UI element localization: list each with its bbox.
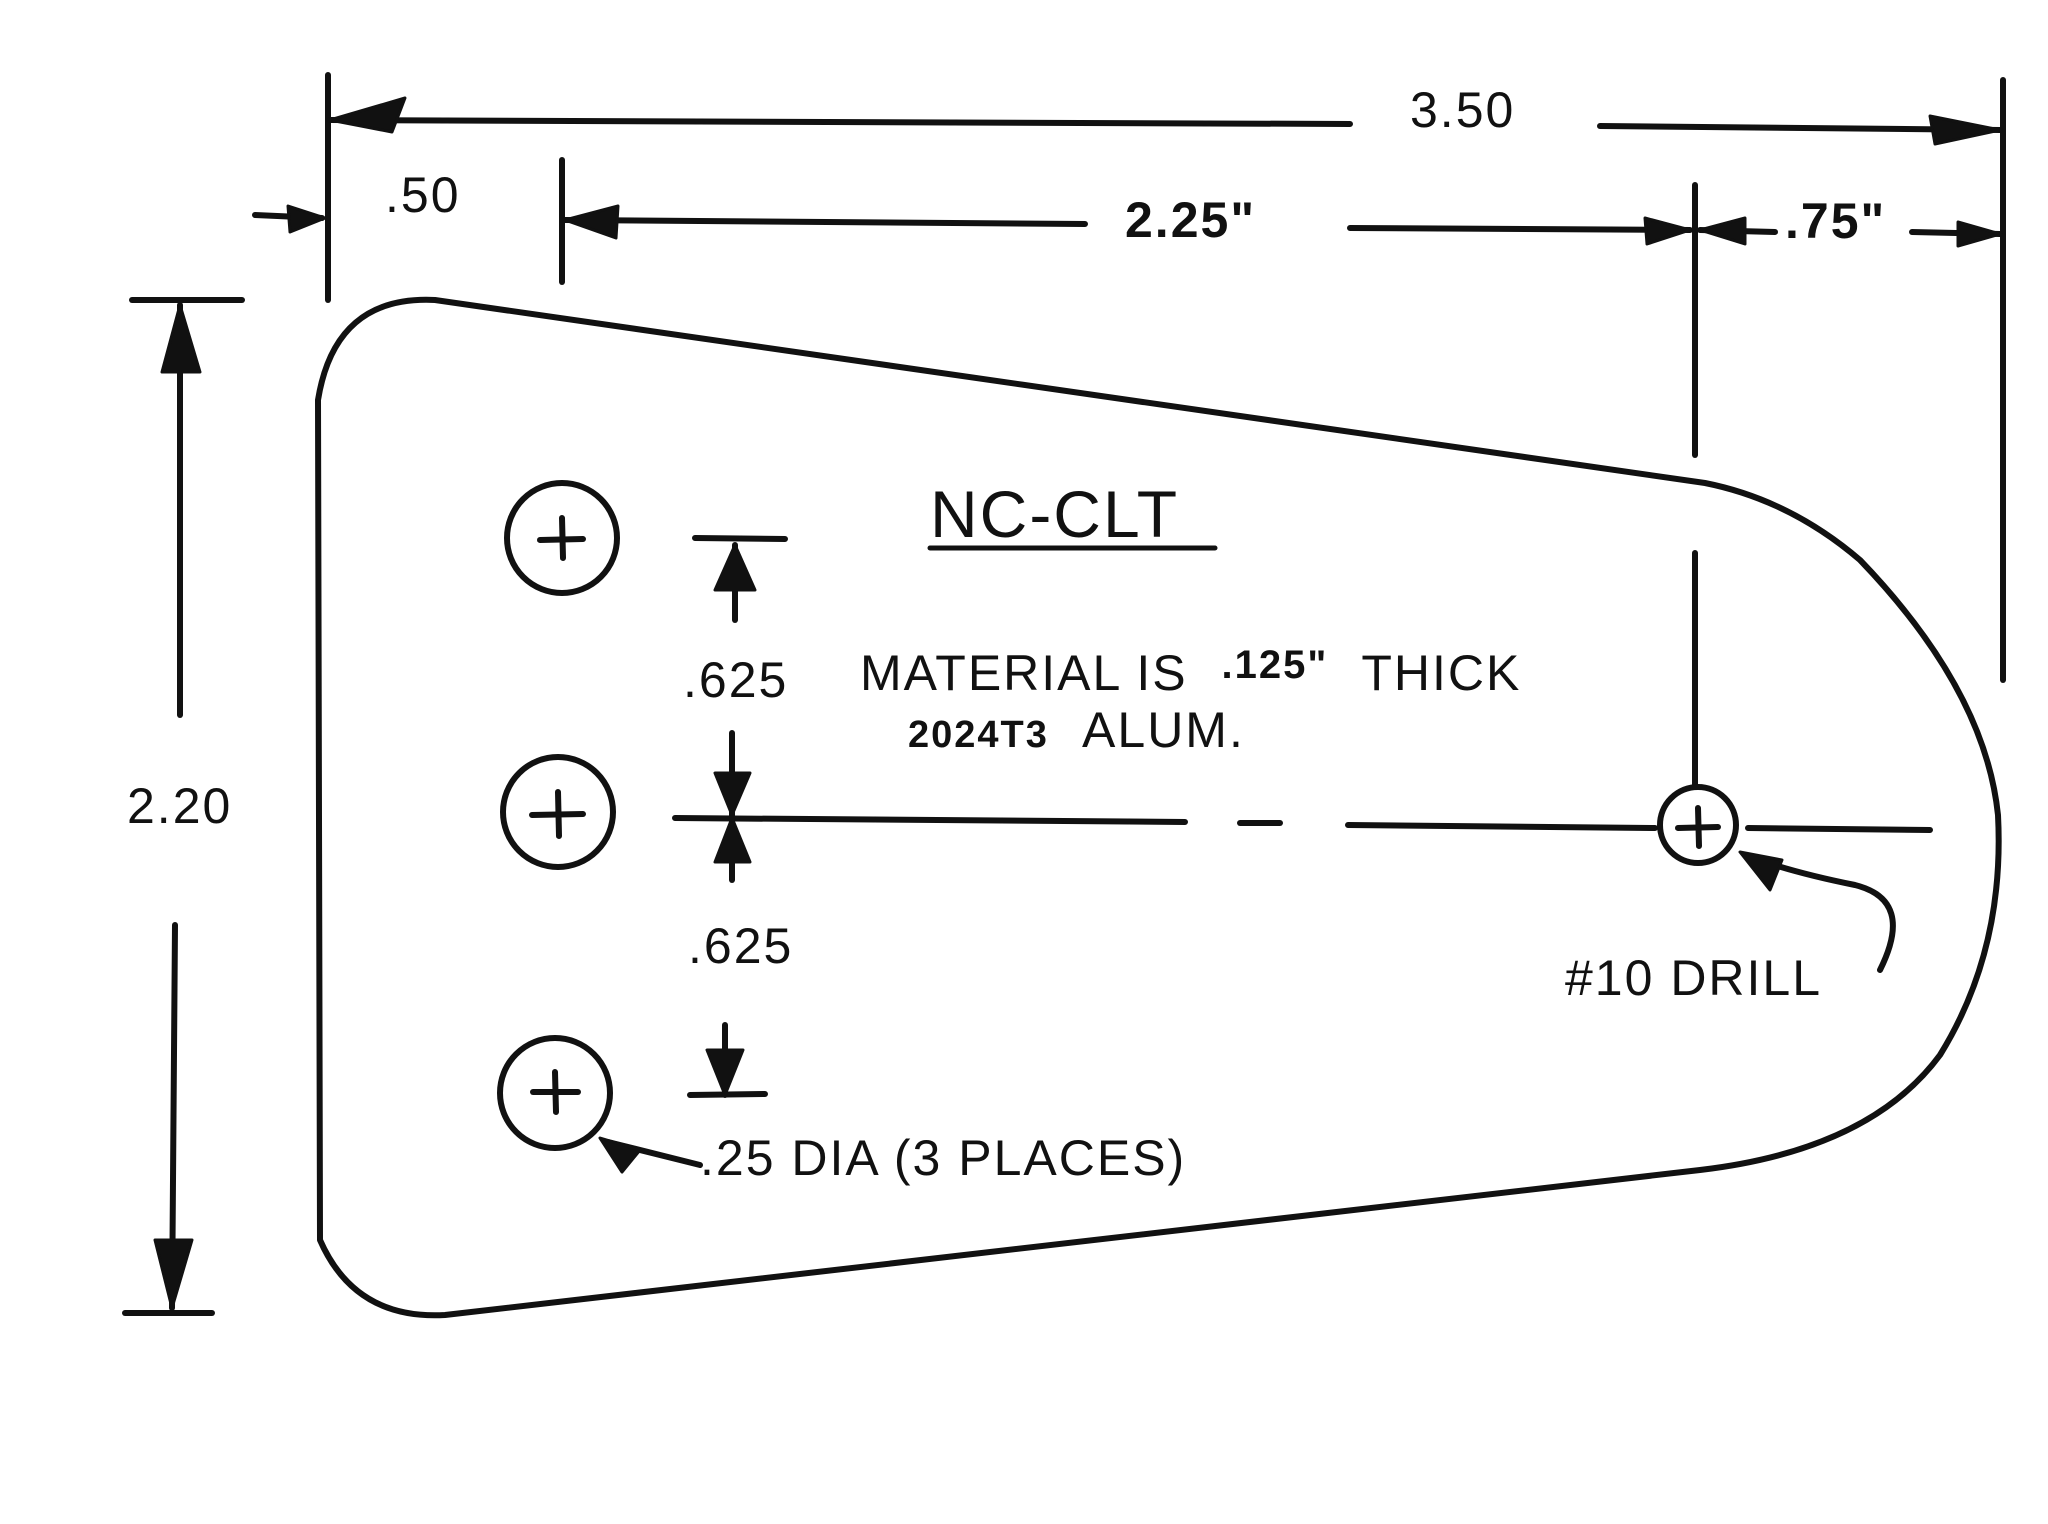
callout-drill: #10 DRILL bbox=[1565, 950, 1822, 1006]
dimension-overall-height bbox=[122, 297, 245, 1316]
material-note-line1: MATERIAL IS .125" THICK bbox=[860, 633, 1521, 701]
leader-small-holes bbox=[598, 1136, 703, 1174]
material-alloy-suffix: ALUM. bbox=[1082, 702, 1245, 758]
drill-hole bbox=[1657, 784, 1739, 866]
hole-upper bbox=[504, 480, 620, 596]
dimension-left-offset bbox=[252, 204, 327, 234]
dimension-drill-to-edge bbox=[1697, 216, 2003, 248]
dim-label-drill-to-edge: .75" bbox=[1785, 193, 1886, 249]
dim-label-hole-spacing-upper: .625 bbox=[683, 652, 788, 708]
material-suffix: THICK bbox=[1361, 645, 1521, 701]
hole-lower bbox=[497, 1035, 613, 1151]
dim-label-overall-width: 3.50 bbox=[1410, 82, 1515, 138]
dimension-hole-to-drill bbox=[559, 157, 1698, 458]
hole-middle bbox=[500, 754, 616, 870]
callout-small-holes: .25 DIA (3 PLACES) bbox=[700, 1130, 1186, 1186]
material-prefix: MATERIAL IS bbox=[860, 645, 1188, 701]
center-line bbox=[672, 815, 1933, 833]
part-outline bbox=[315, 296, 2002, 1319]
dimension-hole-spacing bbox=[687, 535, 788, 1098]
material-thickness: .125" bbox=[1222, 643, 1329, 687]
leader-drill bbox=[1738, 850, 1896, 973]
dim-label-overall-height: 2.20 bbox=[127, 778, 232, 834]
dim-label-hole-to-drill: 2.25" bbox=[1125, 192, 1256, 248]
dim-label-left-offset: .50 bbox=[385, 167, 461, 223]
dim-label-hole-spacing-lower: .625 bbox=[688, 918, 793, 974]
part-name-title: NC-CLT bbox=[930, 477, 1179, 551]
dimension-overall-width bbox=[325, 72, 2006, 683]
material-alloy: 2024T3 bbox=[908, 714, 1049, 756]
material-note-line2: 2024T3 ALUM. bbox=[908, 702, 1245, 758]
